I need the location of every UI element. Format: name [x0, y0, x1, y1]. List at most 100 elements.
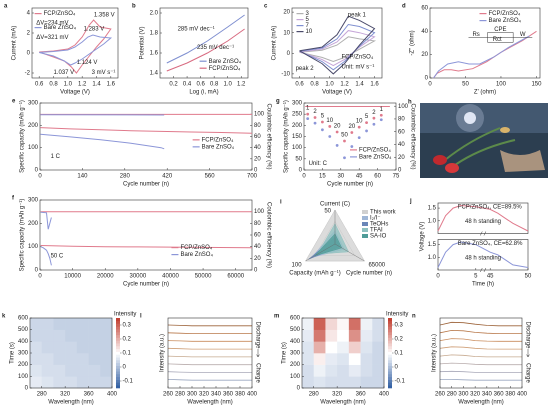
- heat-cell: [65, 353, 78, 365]
- colorbar: [116, 360, 120, 364]
- plot-frame: [31, 7, 119, 79]
- colorbar: [388, 337, 392, 341]
- x-tick-label: 1.4: [355, 82, 364, 88]
- colorbar: [116, 334, 120, 338]
- heat-cell: [313, 364, 326, 377]
- annotation: ΔV=321 mV: [36, 35, 68, 41]
- y-tick-label: 2.0: [150, 11, 159, 17]
- y2-tick-label: 60: [254, 233, 261, 239]
- y-tick-label: 200: [290, 362, 301, 368]
- y-tick-label: 4: [27, 11, 31, 17]
- colorbar: [116, 337, 120, 341]
- y2-tick-label: 60: [254, 134, 261, 140]
- data-line: [40, 211, 52, 230]
- colorbar-tick-label: 0.2: [395, 337, 404, 343]
- x-tick-label: 50: [525, 274, 532, 280]
- panel-label: h: [408, 100, 412, 106]
- legend-label: 7: [306, 23, 310, 29]
- heat-cell: [76, 329, 89, 342]
- y-axis-label: Time (s): [282, 342, 288, 364]
- heat-cell: [360, 318, 373, 330]
- heat-cell: [302, 318, 315, 330]
- heat-cell: [325, 318, 338, 330]
- tulip: [445, 163, 459, 173]
- colorbar: [388, 376, 392, 380]
- y-tick-label: 10: [283, 30, 290, 36]
- spectrum-line: [439, 370, 522, 373]
- heat-cell: [30, 318, 43, 330]
- annotation: 1 C: [51, 154, 61, 160]
- y2-axis-label: Coulombic efficiency (%): [265, 104, 271, 170]
- heat-cell: [337, 318, 350, 330]
- annotation: 1.283 V: [84, 27, 105, 33]
- data-point: [350, 131, 354, 134]
- colorbar: [116, 343, 120, 347]
- direction-label: Charge: [254, 363, 260, 383]
- x-tick-label: 340: [482, 392, 493, 398]
- y-tick-label: 200: [292, 123, 303, 129]
- legend-label: I₂/I⁻: [370, 216, 381, 222]
- colorbar: [116, 318, 120, 322]
- heat-cell: [41, 376, 54, 389]
- colorbar-tick-label: 0.1: [123, 351, 132, 357]
- heat-cell: [337, 364, 350, 377]
- x-tick-label: 1.0: [224, 82, 233, 88]
- x-tick-label: 300: [187, 392, 198, 398]
- radar-axis-label: Cycle number (n): [346, 271, 392, 277]
- heat-cell: [53, 364, 66, 377]
- colorbar-label: Intensity: [386, 312, 408, 318]
- data-point: [357, 136, 361, 140]
- x-tick-label: 380: [235, 392, 246, 398]
- heat-cell: [53, 329, 66, 342]
- heat-cell: [88, 318, 101, 330]
- colorbar: [116, 374, 120, 378]
- spectrum-line: [439, 346, 522, 350]
- heat-cell: [360, 329, 373, 342]
- x-axis-label: Voltage (V): [60, 90, 90, 96]
- colorbar: [388, 368, 392, 372]
- heat-cell: [88, 341, 101, 354]
- x-tick-label: 400: [517, 392, 528, 398]
- data-line: [39, 34, 113, 66]
- bud: [500, 127, 510, 133]
- data-point: [313, 121, 317, 125]
- x-tick-label: 0.4: [183, 82, 192, 88]
- heat-cell: [100, 341, 113, 354]
- annotation: 48 h standing: [465, 219, 501, 225]
- x-tick-label: 1.6: [107, 82, 116, 88]
- tulip: [433, 155, 447, 165]
- annotation: peak 1: [348, 13, 367, 19]
- y2-tick-label: 80: [254, 221, 261, 227]
- radar-axis: [305, 243, 336, 262]
- colorbar: [116, 371, 120, 375]
- y-tick-label: 1.0: [428, 255, 437, 261]
- panel-label: g: [276, 99, 280, 105]
- data-point: [335, 144, 339, 147]
- x-tick-label: 60: [374, 174, 381, 180]
- colorbar: [116, 340, 120, 344]
- colorbar: [116, 323, 120, 327]
- x-tick-label: 100: [496, 82, 507, 88]
- data-point: [350, 145, 354, 148]
- spectrum-line: [167, 332, 252, 334]
- spectrum-line: [439, 362, 522, 366]
- heat-cell: [41, 353, 54, 365]
- y-tick-label: 1.6: [150, 51, 159, 57]
- y-tick-label: 0: [35, 268, 39, 274]
- x-tick-label: 60000: [227, 274, 244, 280]
- colorbar: [388, 343, 392, 347]
- x-tick-label: 420: [162, 174, 173, 180]
- plot-frame: [439, 317, 523, 389]
- annotation: 50 C: [51, 254, 64, 260]
- x-tick-label: 340: [211, 392, 222, 398]
- rate-label: 50: [341, 133, 348, 139]
- data-point: [335, 130, 339, 134]
- heat-cell: [53, 318, 66, 330]
- heat-cell: [53, 341, 66, 354]
- heat-cell: [100, 353, 113, 365]
- x-tick-label: 0.8: [49, 82, 58, 88]
- legend-label: FCP/ZnSO₄: [489, 11, 521, 17]
- colorbar: [116, 379, 120, 383]
- heat-cell: [360, 364, 373, 377]
- x-tick-label: 1.2: [237, 82, 246, 88]
